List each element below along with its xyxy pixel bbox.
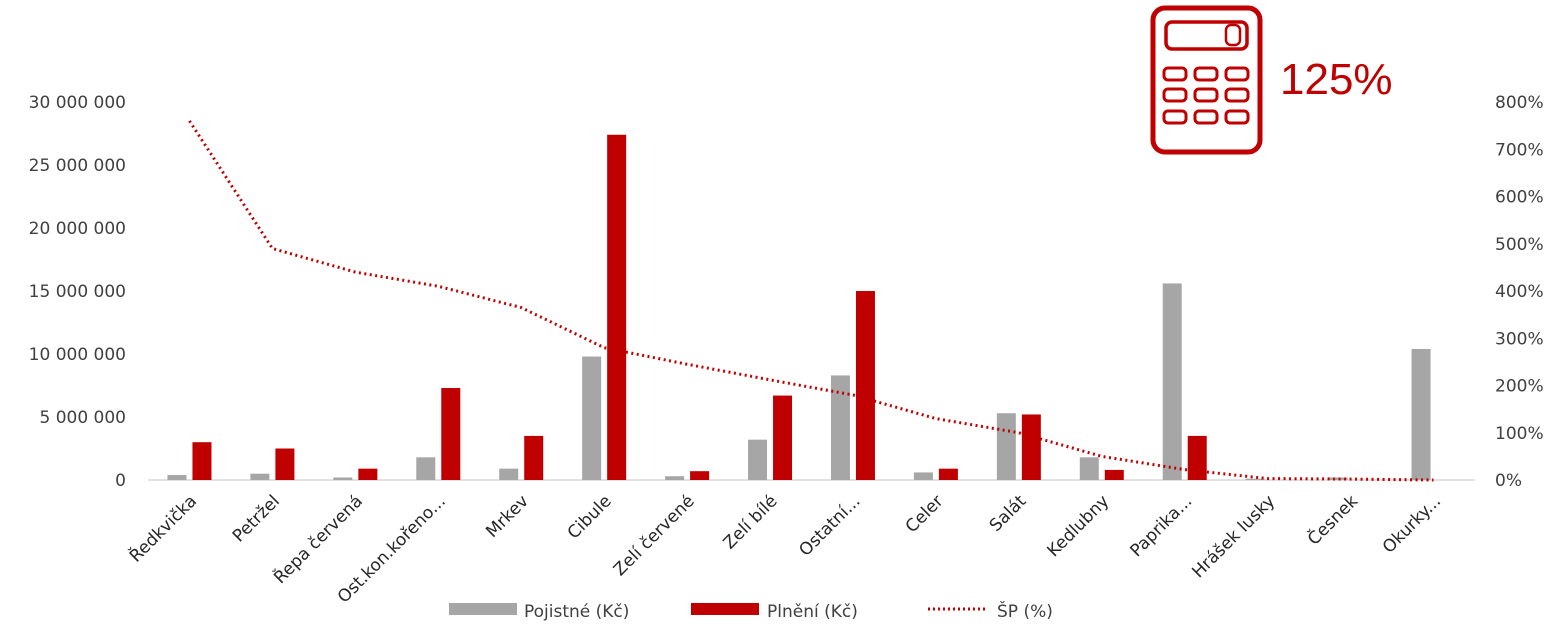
y-right-tick-label: 300% (1495, 329, 1544, 349)
bar-claims (607, 134, 627, 480)
bar-claims (855, 291, 875, 480)
x-tick-label: Cibule (564, 491, 616, 543)
x-tick-label: Paprika... (1127, 491, 1197, 561)
bars (167, 134, 1431, 480)
bar-premium (333, 477, 353, 480)
legend-swatch-premium (449, 603, 517, 615)
y-right-tick-label: 400% (1495, 282, 1544, 302)
bar-claims (1021, 414, 1041, 480)
bar-claims (358, 468, 378, 480)
x-tick-label: Celer (902, 491, 948, 537)
y-left-tick-label: 30 000 000 (29, 93, 126, 113)
bar-premium (416, 457, 436, 480)
x-tick-label: Ostatní... (795, 491, 864, 560)
y-left-tick-label: 20 000 000 (29, 219, 126, 239)
kpi-value: 125% (1280, 55, 1393, 104)
legend-label-claims: Plnění (Kč) (767, 602, 858, 622)
bar-premium (996, 413, 1016, 480)
y-left-tick-label: 25 000 000 (29, 156, 126, 176)
calculator-icon (1150, 5, 1263, 155)
legend: Pojistné (Kč) Plnění (Kč) ŠP (%) (449, 600, 1053, 622)
x-tick-label: Zelí bílé (720, 491, 782, 553)
y-right-tick-label: 700% (1495, 140, 1544, 160)
y-left-tick-label: 0 (115, 471, 126, 491)
bar-premium (1328, 477, 1348, 480)
x-tick-label: Salát (986, 491, 1031, 536)
y-right-tick-label: 0% (1495, 471, 1522, 491)
y-right-tick-label: 500% (1495, 235, 1544, 255)
bar-premium (830, 375, 850, 480)
bar-premium (582, 356, 602, 480)
bar-premium (913, 472, 933, 480)
bar-premium (1245, 478, 1265, 480)
y-axis-right: 0% 100% 200% 300% 400% 500% 600% 700% 800% (1495, 93, 1544, 491)
bar-premium (1079, 457, 1099, 480)
legend-swatch-claims (691, 603, 759, 615)
y-right-tick-label: 100% (1495, 424, 1544, 444)
y-right-tick-label: 600% (1495, 188, 1544, 208)
bar-claims (1187, 435, 1207, 480)
legend-label-ratio: ŠP (%) (997, 600, 1053, 622)
bar-claims (938, 468, 958, 480)
bar-premium (665, 476, 685, 480)
y-right-tick-label: 200% (1495, 377, 1544, 397)
x-tick-label: Okurky... (1379, 491, 1445, 557)
bar-claims (690, 471, 710, 480)
x-tick-label: Hrášek lusky (1188, 491, 1279, 582)
bar-claims (275, 448, 295, 480)
ratio-line (188, 120, 1434, 482)
bar-premium (1411, 348, 1431, 480)
legend-label-premium: Pojistné (Kč) (524, 602, 629, 622)
y-left-tick-label: 15 000 000 (29, 282, 126, 302)
x-tick-label: Petržel (229, 491, 284, 546)
x-tick-label: Kedlubny (1044, 491, 1114, 561)
bar-premium (499, 468, 519, 480)
ratio-line-path (188, 120, 1434, 482)
bar-premium (167, 474, 187, 480)
y-left-tick-label: 10 000 000 (29, 345, 126, 365)
x-tick-label: Mrkev (482, 491, 533, 542)
bar-premium (1162, 283, 1182, 480)
bar-claims (773, 395, 793, 480)
bar-claims (1104, 469, 1124, 480)
bar-claims (524, 435, 544, 480)
x-tick-label: Ředkvička (124, 490, 201, 567)
y-left-tick-label: 5 000 000 (39, 408, 126, 428)
x-tick-label: Řepa červená (269, 490, 367, 588)
bar-claims (192, 442, 212, 480)
bar-premium (250, 473, 270, 480)
x-tick-label: Zelí červené (610, 491, 699, 580)
y-axis-left: 0 5 000 000 10 000 000 15 000 000 20 000 000… (29, 93, 126, 491)
bar-claims (441, 388, 461, 480)
bar-premium (748, 439, 768, 480)
x-tick-label: Česnek (1303, 490, 1363, 550)
y-right-tick-label: 800% (1495, 93, 1544, 113)
